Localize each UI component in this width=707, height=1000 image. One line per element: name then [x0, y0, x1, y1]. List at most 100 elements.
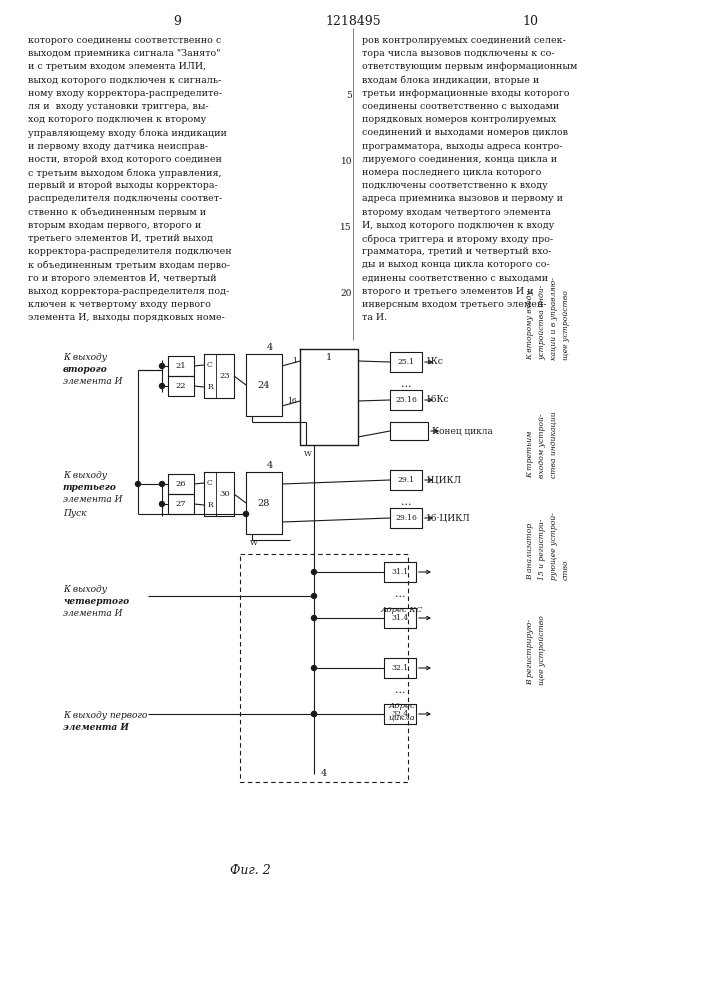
- Text: порядковых номеров контролируемых: порядковых номеров контролируемых: [362, 115, 556, 124]
- Text: Адрес КС: Адрес КС: [381, 606, 423, 614]
- Text: единены соответственно с выходами: единены соответственно с выходами: [362, 274, 548, 283]
- Text: управляющему входу блока индикации: управляющему входу блока индикации: [28, 128, 227, 138]
- Text: третьего: третьего: [63, 484, 117, 492]
- Text: К третьим: К третьим: [526, 430, 534, 478]
- Text: К второму входу: К второму входу: [526, 290, 534, 360]
- Text: 23: 23: [220, 372, 230, 380]
- Text: выходом приемника сигнала "Занято": выходом приемника сигнала "Занято": [28, 49, 221, 58]
- Text: ственно к объединенным первым и: ственно к объединенным первым и: [28, 208, 206, 217]
- Text: К выходу: К выходу: [63, 354, 107, 362]
- Text: ход которого подключен к второму: ход которого подключен к второму: [28, 115, 206, 124]
- Text: программатора, выходы адреса контро-: программатора, выходы адреса контро-: [362, 142, 563, 151]
- Text: 30: 30: [220, 490, 230, 498]
- Circle shape: [312, 712, 317, 716]
- Text: которого соединены соответственно с: которого соединены соответственно с: [28, 36, 221, 45]
- Text: второго: второго: [63, 365, 107, 374]
- Text: 31.4: 31.4: [392, 614, 409, 622]
- Text: 32.4: 32.4: [392, 710, 409, 718]
- Text: ключен к четвертому входу первого: ключен к четвертому входу первого: [28, 300, 211, 309]
- Text: первый и второй выходы корректора-: первый и второй выходы корректора-: [28, 181, 218, 190]
- Text: лируемого соединения, конца цикла и: лируемого соединения, конца цикла и: [362, 155, 557, 164]
- Text: 4: 4: [321, 770, 327, 778]
- Text: 9: 9: [173, 15, 181, 28]
- Text: 15: 15: [340, 223, 352, 232]
- Text: устройства инди-: устройства инди-: [538, 285, 546, 360]
- Text: и первому входу датчика неисправ-: и первому входу датчика неисправ-: [28, 142, 208, 151]
- Text: 25.16: 25.16: [395, 396, 417, 404]
- Text: элемента И: элемента И: [63, 495, 122, 504]
- Text: Фиг. 2: Фиг. 2: [230, 863, 270, 876]
- Text: 1ЦИКЛ: 1ЦИКЛ: [426, 476, 462, 485]
- Text: цикла: цикла: [389, 714, 415, 722]
- Text: 29.16: 29.16: [395, 514, 417, 522]
- Text: 10: 10: [341, 157, 352, 166]
- Text: ному входу корректора-распределите-: ному входу корректора-распределите-: [28, 89, 222, 98]
- Text: элемента И: элемента И: [63, 724, 129, 732]
- Text: го и второго элементов И, четвертый: го и второго элементов И, четвертый: [28, 274, 216, 283]
- Text: ответствующим первым информационным: ответствующим первым информационным: [362, 62, 578, 71]
- Text: 10: 10: [522, 15, 538, 28]
- Text: 28: 28: [258, 498, 270, 508]
- Text: 16: 16: [287, 397, 297, 405]
- Text: тора числа вызовов подключены к со-: тора числа вызовов подключены к со-: [362, 49, 554, 58]
- Text: соединены соответственно с выходами: соединены соответственно с выходами: [362, 102, 559, 111]
- Text: 5: 5: [346, 91, 352, 100]
- Circle shape: [160, 502, 165, 506]
- Circle shape: [312, 593, 317, 598]
- Text: щее устройство: щее устройство: [562, 290, 570, 360]
- Text: 31.1: 31.1: [392, 568, 409, 576]
- Text: та И.: та И.: [362, 313, 387, 322]
- Text: 24: 24: [258, 380, 270, 389]
- Text: четвертого: четвертого: [63, 597, 129, 606]
- Text: входом устрой-: входом устрой-: [538, 414, 546, 478]
- Text: 4: 4: [267, 344, 273, 353]
- Text: Адрес: Адрес: [389, 702, 416, 710]
- Text: выход корректора-распределителя под-: выход корректора-распределителя под-: [28, 287, 229, 296]
- Circle shape: [160, 482, 165, 487]
- Text: 32.1: 32.1: [392, 664, 409, 672]
- Text: Пуск: Пуск: [63, 510, 86, 518]
- Text: соединений и выходами номеров циклов: соединений и выходами номеров циклов: [362, 128, 568, 137]
- Text: сброса триггера и второму входу про-: сброса триггера и второму входу про-: [362, 234, 554, 243]
- Text: ров контролируемых соединений селек-: ров контролируемых соединений селек-: [362, 36, 566, 45]
- Circle shape: [136, 482, 141, 487]
- Text: 22: 22: [176, 382, 186, 390]
- Text: C: C: [207, 479, 213, 487]
- Text: 25.1: 25.1: [397, 358, 414, 366]
- Text: адреса приемника вызовов и первому и: адреса приемника вызовов и первому и: [362, 194, 563, 203]
- Text: C: C: [207, 361, 213, 369]
- Text: номера последнего цикла которого: номера последнего цикла которого: [362, 168, 542, 177]
- Text: 4: 4: [267, 462, 273, 471]
- Text: третьи информационные входы которого: третьи информационные входы которого: [362, 89, 570, 98]
- Text: второго и третьего элементов И и: второго и третьего элементов И и: [362, 287, 534, 296]
- Text: подключены соответственно к входу: подключены соответственно к входу: [362, 181, 548, 190]
- Text: И, выход которого подключен к входу: И, выход которого подключен к входу: [362, 221, 554, 230]
- Text: и с третьим входом элемента ИЛИ,: и с третьим входом элемента ИЛИ,: [28, 62, 206, 71]
- Text: ство: ство: [562, 559, 570, 580]
- Text: ...: ...: [401, 497, 411, 507]
- Text: 16Кс: 16Кс: [426, 395, 450, 404]
- Text: к объединенным третьим входам перво-: к объединенным третьим входам перво-: [28, 260, 230, 270]
- Text: 26: 26: [176, 480, 186, 488]
- Text: ...: ...: [395, 685, 405, 695]
- Text: 15 и регистри-: 15 и регистри-: [538, 519, 546, 580]
- Text: элемента И: элемента И: [63, 609, 122, 618]
- Text: 1: 1: [326, 353, 332, 361]
- Circle shape: [312, 570, 317, 574]
- Text: инверсным входом третьего элемен-: инверсным входом третьего элемен-: [362, 300, 547, 309]
- Circle shape: [243, 512, 248, 516]
- Text: рующее устрой-: рующее устрой-: [550, 512, 558, 580]
- Text: 1Кс: 1Кс: [426, 358, 444, 366]
- Text: 16·ЦИКЛ: 16·ЦИКЛ: [426, 514, 471, 522]
- Text: кации и в управляю-: кации и в управляю-: [550, 277, 558, 360]
- Text: К выходу: К выходу: [63, 472, 107, 481]
- Text: ...: ...: [395, 589, 405, 599]
- Text: W: W: [304, 450, 312, 458]
- Text: щее устройство: щее устройство: [538, 615, 546, 685]
- Text: выход которого подключен к сигналь-: выход которого подключен к сигналь-: [28, 76, 221, 85]
- Circle shape: [312, 712, 317, 716]
- Text: ности, второй вход которого соединен: ности, второй вход которого соединен: [28, 155, 222, 164]
- Text: Конец цикла: Конец цикла: [432, 426, 493, 436]
- Text: корректора-распределителя подключен: корректора-распределителя подключен: [28, 247, 232, 256]
- Text: 1: 1: [292, 357, 297, 365]
